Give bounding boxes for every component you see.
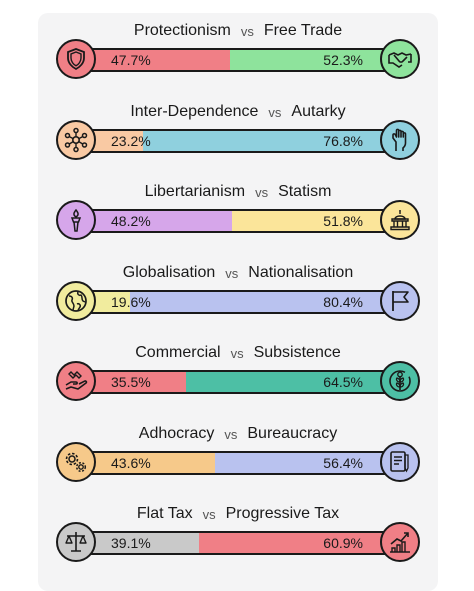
fist-icon — [380, 120, 420, 160]
left-segment — [60, 50, 230, 70]
right-label: Statism — [278, 183, 332, 200]
wheat-icon — [380, 361, 420, 401]
trade-hands-icon — [56, 361, 96, 401]
right-segment — [215, 453, 416, 473]
right-percentage: 60.9% — [323, 535, 363, 551]
right-percentage: 80.4% — [323, 294, 363, 310]
left-label: Libertarianism — [144, 183, 246, 200]
scales-icon — [56, 522, 96, 562]
document-icon — [380, 442, 420, 482]
left-label: Protectionism — [133, 22, 231, 39]
axis-title: Flat Tax vs Progressive Tax — [38, 503, 438, 525]
left-percentage: 48.2% — [111, 213, 151, 229]
axis-title: Libertarianism vs Statism — [38, 181, 438, 203]
axis-title: Commercial vs Subsistence — [38, 342, 438, 364]
right-segment — [129, 292, 416, 312]
score-bar — [58, 48, 418, 72]
flag-icon — [380, 281, 420, 321]
right-segment — [231, 211, 416, 231]
right-percentage: 64.5% — [323, 374, 363, 390]
right-segment — [199, 533, 416, 553]
left-label: Inter-Dependence — [130, 103, 259, 120]
right-percentage: 76.8% — [323, 133, 363, 149]
right-segment — [142, 131, 416, 151]
left-label: Adhocracy — [138, 425, 215, 442]
vs-label: vs — [202, 506, 216, 522]
left-label: Commercial — [135, 344, 221, 361]
axis-title: Adhocracy vs Bureaucracy — [38, 423, 438, 445]
left-percentage: 35.5% — [111, 374, 151, 390]
right-percentage: 52.3% — [323, 52, 363, 68]
left-percentage: 23.2% — [111, 133, 151, 149]
network-icon — [56, 120, 96, 160]
vs-label: vs — [268, 104, 282, 120]
right-segment — [186, 372, 416, 392]
gears-icon — [56, 442, 96, 482]
vs-label: vs — [225, 265, 239, 281]
right-percentage: 56.4% — [323, 455, 363, 471]
capitol-icon — [380, 200, 420, 240]
right-label: Subsistence — [253, 344, 341, 361]
right-label: Progressive Tax — [225, 505, 340, 522]
right-label: Nationalisation — [248, 264, 354, 281]
vs-label: vs — [230, 345, 244, 361]
right-label: Autarky — [291, 103, 346, 120]
globe-icon — [56, 281, 96, 321]
axis-title: Protectionism vs Free Trade — [38, 20, 438, 42]
left-percentage: 47.7% — [111, 52, 151, 68]
vs-label: vs — [255, 184, 269, 200]
left-segment — [60, 211, 232, 231]
vs-label: vs — [224, 426, 238, 442]
left-label: Flat Tax — [136, 505, 193, 522]
left-percentage: 19.6% — [111, 294, 151, 310]
left-percentage: 43.6% — [111, 455, 151, 471]
right-percentage: 51.8% — [323, 213, 363, 229]
right-label: Bureaucracy — [247, 425, 338, 442]
left-percentage: 39.1% — [111, 535, 151, 551]
growth-chart-icon — [380, 522, 420, 562]
shield-icon — [56, 39, 96, 79]
score-bar — [58, 451, 418, 475]
left-segment — [60, 453, 216, 473]
vs-label: vs — [240, 23, 254, 39]
axis-title: Globalisation vs Nationalisation — [38, 262, 438, 284]
torch-icon — [56, 200, 96, 240]
left-label: Globalisation — [122, 264, 216, 281]
right-label: Free Trade — [263, 22, 343, 39]
handshake-icon — [380, 39, 420, 79]
axis-title: Inter-Dependence vs Autarky — [38, 101, 438, 123]
right-segment — [229, 50, 416, 70]
